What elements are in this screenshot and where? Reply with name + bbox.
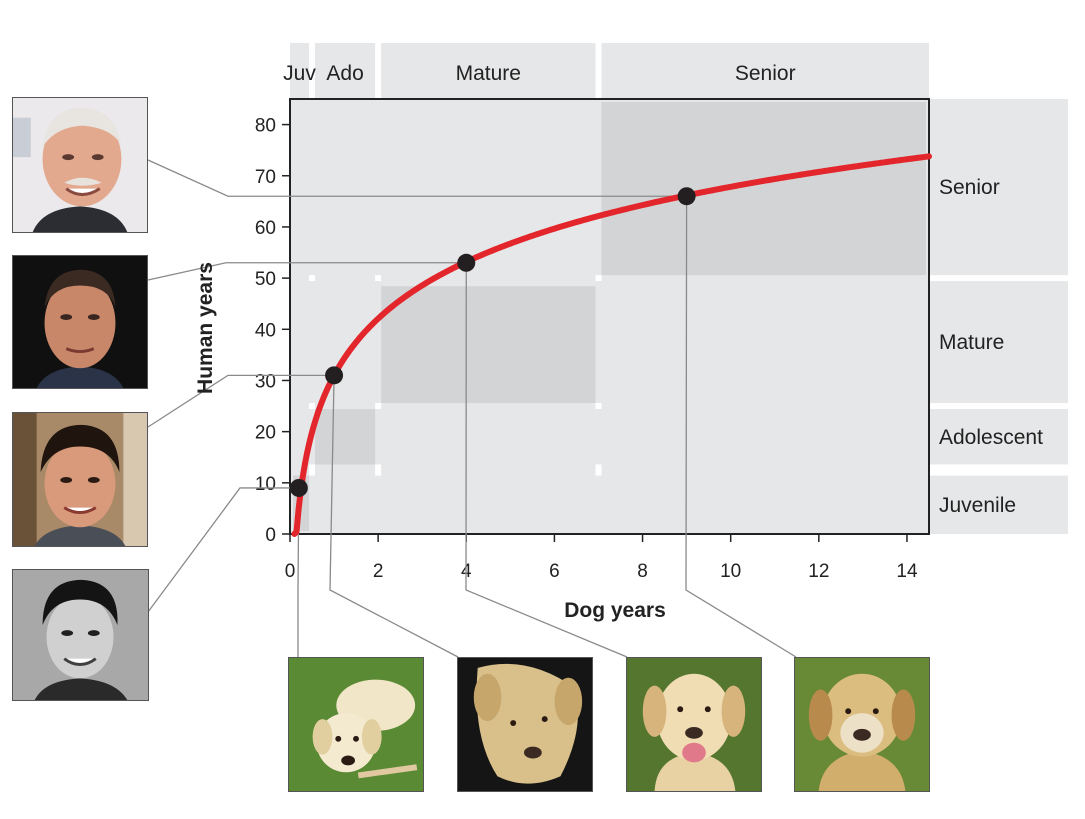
leader-lines (147, 159, 797, 658)
y-tick-label: 80 (255, 116, 276, 137)
human-juvenile-photo (12, 569, 149, 701)
human-stage-label: Mature (939, 331, 1004, 354)
human-senior-photo (12, 97, 148, 233)
x-axis-title: Dog years (564, 599, 666, 622)
y-tick-label: 70 (255, 167, 276, 188)
x-tick-label: 14 (896, 561, 918, 582)
leader-line-dog (465, 262, 628, 658)
leader-line-human (147, 262, 467, 281)
face-icon (36, 269, 124, 388)
y-tick-label: 20 (255, 423, 276, 444)
dog-icon (627, 658, 761, 791)
dog-adolescent-photo (457, 657, 593, 792)
dog-stage-label: Juv (283, 62, 316, 85)
y-tick-label: 50 (255, 269, 276, 290)
leader-line-dog (329, 375, 459, 658)
y-tick-label: 40 (255, 320, 276, 341)
x-tick-label: 6 (549, 561, 560, 582)
face-icon (34, 579, 128, 700)
dog-icon (289, 658, 423, 791)
y-tick-label: 30 (255, 371, 276, 392)
x-tick-label: 0 (285, 561, 296, 582)
leader-line-dog (685, 196, 797, 658)
dog-stage-label: Senior (735, 62, 796, 85)
dog-icon (795, 658, 929, 791)
y-tick-label: 60 (255, 218, 276, 239)
face-icon (13, 107, 128, 232)
human-adolescent-photo (12, 412, 148, 547)
overlap-region (601, 102, 926, 276)
leader-line-human (147, 374, 335, 428)
y-tick-label: 10 (255, 474, 276, 495)
x-tick-label: 2 (373, 561, 384, 582)
life-stage-labels: Juv Ado Mature Senior Senior Mature Adolescent… (283, 62, 1043, 517)
overlap-region (315, 409, 376, 465)
age-curve (291, 153, 932, 537)
y-tick-label: 0 (265, 525, 276, 546)
face-icon (13, 413, 147, 546)
human-stage-band (290, 475, 1068, 534)
data-point (457, 253, 476, 272)
data-points (289, 187, 696, 497)
dog-senior-photo (794, 657, 930, 792)
dog-stage-label: Mature (456, 62, 521, 85)
x-tick-label: 10 (720, 561, 741, 582)
leader-line-human (147, 159, 687, 197)
dog-stage-label: Ado (326, 62, 363, 85)
data-point (289, 478, 308, 497)
human-stage-label: Juvenile (939, 494, 1016, 517)
plot-frame (289, 98, 930, 535)
x-tick-label: 8 (637, 561, 648, 582)
dog-mature-photo (626, 657, 762, 792)
data-point (325, 366, 344, 385)
dog-icon (458, 658, 592, 791)
x-tick-label: 12 (808, 561, 829, 582)
y-axis-title: Human years (194, 262, 217, 394)
human-stage-label: Adolescent (939, 426, 1043, 449)
overlap-region (381, 286, 596, 404)
data-point (677, 187, 696, 206)
leader-line-human (147, 487, 299, 613)
human-stage-band (290, 409, 1068, 465)
human-mature-photo (12, 255, 148, 389)
human-stage-label: Senior (939, 176, 1000, 199)
dog-puppy-photo (288, 657, 424, 792)
